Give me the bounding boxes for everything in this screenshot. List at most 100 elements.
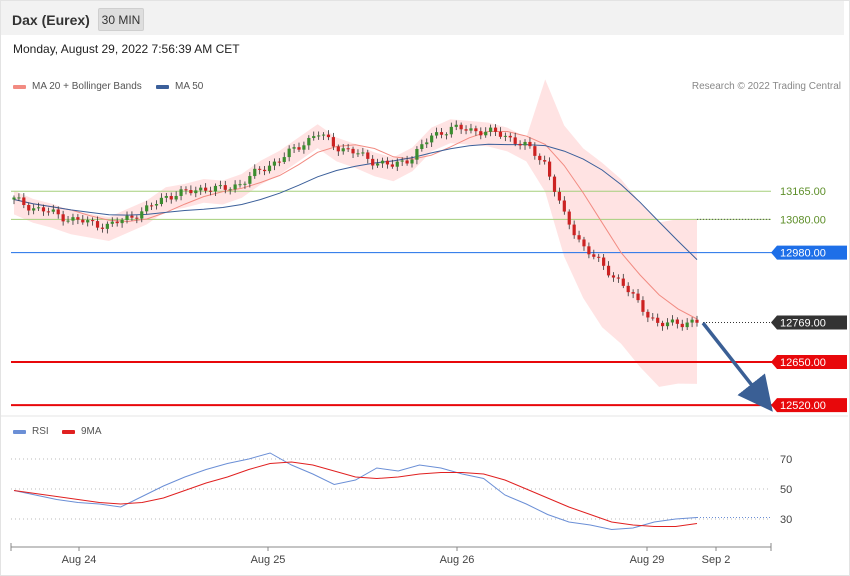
candle-body bbox=[597, 256, 601, 258]
candle-body bbox=[695, 319, 699, 323]
candle-body bbox=[287, 148, 291, 158]
candle-body bbox=[56, 209, 60, 215]
candle-body bbox=[665, 322, 670, 327]
candle-body bbox=[420, 144, 424, 149]
x-axis-ticks: Aug 24 Aug 25 Aug 26 Aug 29 Sep 2 bbox=[10, 543, 772, 566]
candle-body bbox=[685, 322, 689, 328]
candle-body bbox=[444, 134, 449, 136]
timeframe-badge[interactable]: 30 MIN bbox=[98, 8, 144, 31]
candle-body bbox=[51, 209, 55, 212]
candle-body bbox=[86, 220, 90, 223]
candle-body bbox=[159, 197, 164, 205]
candle-body bbox=[145, 205, 149, 212]
bollinger-bands bbox=[14, 79, 697, 387]
candle-body bbox=[405, 160, 409, 164]
candle-body bbox=[538, 155, 542, 161]
candle-body bbox=[17, 197, 21, 199]
candle-body bbox=[41, 207, 46, 212]
candle-body bbox=[690, 319, 694, 323]
candle-body bbox=[120, 219, 124, 224]
candle-body bbox=[321, 134, 326, 136]
rsi-tick-label: 30 bbox=[780, 514, 792, 526]
header-bar: Dax (Eurex) 30 MIN bbox=[1, 1, 844, 35]
candle-body bbox=[174, 195, 178, 200]
candle-body bbox=[366, 152, 370, 159]
candle-body bbox=[641, 300, 645, 312]
candle-body bbox=[513, 137, 517, 144]
candle-body bbox=[390, 164, 394, 167]
ma9-swatch bbox=[62, 429, 75, 434]
candle-body bbox=[179, 189, 183, 196]
price-level-labels: 13165.00 13080.00 12980.00 12769.00 12650.00… bbox=[771, 186, 847, 413]
rsi-line bbox=[13, 452, 698, 531]
legend-rsi: RSI bbox=[13, 426, 49, 437]
candle-body bbox=[346, 148, 350, 150]
ma20-swatch bbox=[13, 84, 26, 89]
x-tick-label: Aug 26 bbox=[440, 554, 475, 566]
candle-body bbox=[543, 160, 547, 162]
candle-body bbox=[307, 137, 311, 146]
instrument-title: Dax (Eurex) bbox=[12, 12, 90, 28]
candle-body bbox=[248, 176, 252, 184]
candle-body bbox=[238, 184, 242, 186]
candle-body bbox=[130, 215, 134, 218]
candle-body bbox=[680, 323, 684, 328]
candle-body bbox=[670, 319, 675, 323]
candle-body bbox=[410, 159, 414, 164]
candle-body bbox=[602, 257, 606, 266]
candle-body bbox=[331, 137, 335, 147]
candle-body bbox=[395, 161, 399, 167]
rsi-ma9-line bbox=[13, 461, 698, 527]
candle-body bbox=[326, 134, 331, 138]
candle-body bbox=[616, 277, 620, 279]
rsi-swatch bbox=[13, 429, 26, 434]
candle-body bbox=[258, 168, 262, 170]
candle-body bbox=[277, 161, 281, 163]
level-label: 12769.00 bbox=[780, 318, 826, 330]
candle-body bbox=[611, 275, 616, 278]
candle-body bbox=[110, 221, 114, 224]
candle-body bbox=[95, 221, 100, 228]
level-label: 13165.00 bbox=[780, 186, 826, 198]
candle-body bbox=[66, 220, 70, 222]
candle-body bbox=[243, 183, 247, 185]
timestamp: Monday, August 29, 2022 7:56:39 AM CET bbox=[13, 42, 240, 56]
candle-body bbox=[380, 160, 385, 164]
candle-body bbox=[204, 187, 208, 191]
candle-body bbox=[651, 317, 655, 319]
candle-body bbox=[91, 220, 95, 222]
forecast-arrow bbox=[701, 321, 773, 412]
candle-body bbox=[498, 131, 503, 137]
candle-body bbox=[518, 143, 522, 146]
candle-body bbox=[61, 214, 65, 222]
candle-body bbox=[376, 163, 380, 166]
candle-body bbox=[439, 132, 444, 135]
candle-body bbox=[474, 128, 478, 132]
legend-ma20-label: MA 20 + Bollinger Bands bbox=[32, 81, 142, 92]
rsi-lines bbox=[13, 452, 771, 531]
rsi-grid: 70 50 30 bbox=[11, 454, 792, 526]
candle-body bbox=[32, 208, 36, 211]
candle-body bbox=[489, 127, 493, 132]
candle-body bbox=[503, 135, 507, 137]
candle-body bbox=[282, 157, 286, 162]
candle-body bbox=[592, 254, 596, 257]
ma50-line bbox=[13, 143, 698, 260]
legend-rsi-label: RSI bbox=[32, 426, 49, 437]
candle-body bbox=[621, 278, 625, 286]
candle-body bbox=[533, 146, 537, 156]
candle-body bbox=[292, 147, 296, 149]
candle-body bbox=[469, 128, 473, 131]
candle-body bbox=[46, 211, 50, 213]
legend-9ma-label: 9MA bbox=[81, 426, 102, 437]
x-tick-label: Aug 29 bbox=[630, 554, 665, 566]
candle-body bbox=[223, 185, 227, 190]
legend-ma20: MA 20 + Bollinger Bands bbox=[13, 81, 142, 92]
candle-body bbox=[582, 239, 586, 247]
level-tag bbox=[771, 355, 847, 369]
candle-body bbox=[434, 132, 439, 136]
copyright: Research © 2022 Trading Central bbox=[691, 81, 841, 92]
candle-body bbox=[208, 190, 213, 192]
candle-body bbox=[567, 211, 571, 225]
level-label: 12650.00 bbox=[780, 357, 826, 369]
